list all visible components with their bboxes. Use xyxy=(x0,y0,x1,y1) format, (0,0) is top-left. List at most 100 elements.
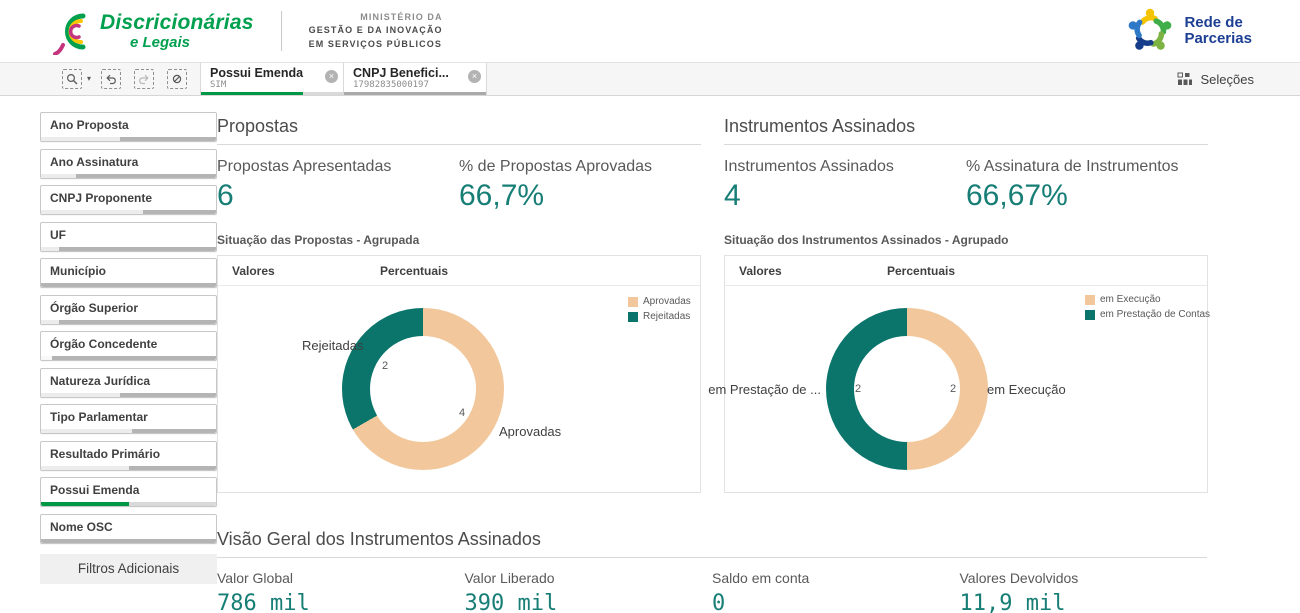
header-divider xyxy=(280,11,282,51)
rede-line1: Rede de xyxy=(1184,13,1243,31)
filter-label: Órgão Superior xyxy=(50,300,139,315)
tab-percentuais[interactable]: Percentuais xyxy=(887,264,956,278)
rede-parcerias-logo: Rede de Parcerias xyxy=(1124,5,1252,57)
chip-selection-bar xyxy=(344,92,487,95)
legend-item-em-execucao[interactable]: em Execução xyxy=(1085,294,1210,305)
ministry-wordmark: MINISTÉRIO DA GESTÃO E DA INOVAÇÃO EM SE… xyxy=(309,11,443,50)
section-title: Propostas xyxy=(217,100,701,145)
section-visao-geral: Visão Geral dos Instrumentos Assinados V… xyxy=(217,529,1207,613)
close-icon[interactable]: × xyxy=(468,70,482,83)
sidebar-item-uf[interactable]: UF xyxy=(40,221,217,252)
selections-label: Seleções xyxy=(1200,71,1254,87)
kpi-label: Instrumentos Assinados xyxy=(724,158,894,175)
smart-search-button[interactable] xyxy=(62,69,82,89)
rede-line2: Parcerias xyxy=(1184,30,1252,47)
search-caret-icon[interactable]: ▾ xyxy=(87,73,92,83)
legend-item-aprovadas[interactable]: Aprovadas xyxy=(628,296,691,307)
legend-item-rejeitadas[interactable]: Rejeitadas xyxy=(628,311,691,322)
sidebar-item-cnpj-proponente[interactable]: CNPJ Proponente xyxy=(40,185,217,215)
filter-state-bar xyxy=(41,246,216,251)
ministry-line3: EM SERVIÇOS PÚBLICOS xyxy=(308,38,442,49)
chip-field-name: CNPJ Benefici... xyxy=(353,66,449,80)
tab-valores[interactable]: Valores xyxy=(232,264,275,278)
kpi-label: Saldo em conta xyxy=(712,570,810,586)
chip-selection-bar xyxy=(201,92,344,95)
kpi-valores-devolvidos: Valores Devolvidos 11,9 mil xyxy=(960,570,1208,613)
sidebar-item-orgao-superior[interactable]: Órgão Superior xyxy=(40,294,217,325)
undo-arrow-icon xyxy=(106,74,116,85)
selection-toolbar: ▾ Possui Emenda SIM × CNPJ Benefici... 1… xyxy=(0,62,1300,96)
clear-selections-button[interactable] xyxy=(167,69,188,89)
selection-chips: Possui Emenda SIM × CNPJ Benefici... 179… xyxy=(200,63,488,95)
filter-state-bar xyxy=(41,137,216,141)
donut-chart[interactable] xyxy=(342,308,504,470)
filter-sidebar: Ano Proposta Ano Assinatura CNPJ Propone… xyxy=(0,96,217,613)
section-title: Visão Geral dos Instrumentos Assinados xyxy=(217,529,1207,558)
filter-label: Natureza Jurídica xyxy=(50,373,151,388)
slice-value-aprovadas: 4 xyxy=(459,407,466,419)
step-forward-button[interactable] xyxy=(134,69,155,89)
kpi-valor-liberado: Valor Liberado 390 mil xyxy=(465,570,713,613)
kpi-label: % Assinatura de Instrumentos xyxy=(966,158,1179,175)
filter-state-bar xyxy=(41,356,216,360)
filter-label: Possui Emenda xyxy=(50,483,140,497)
filter-label: Ano Assinatura xyxy=(50,154,139,169)
filter-state-bar xyxy=(41,392,216,397)
search-icon xyxy=(66,73,78,85)
ministry-line2: GESTÃO E DA INOVAÇÃO xyxy=(308,25,443,36)
selection-chip-possui-emenda[interactable]: Possui Emenda SIM × xyxy=(200,63,345,95)
legend-item-em-prestacao[interactable]: em Prestação de Contas xyxy=(1085,309,1210,320)
section-title: Instrumentos Assinados xyxy=(724,100,1208,145)
additional-filters-button[interactable]: Filtros Adicionais xyxy=(40,553,217,584)
selections-tool-button[interactable]: Seleções xyxy=(1161,63,1300,95)
sidebar-item-ano-proposta[interactable]: Ano Proposta xyxy=(40,112,217,142)
filter-state-bar xyxy=(41,465,216,470)
kpi-label: Valor Liberado xyxy=(464,570,555,586)
slice-value-rejeitadas: 2 xyxy=(382,360,389,372)
chip-field-name: Possui Emenda xyxy=(210,66,304,80)
kpi-value: 6 xyxy=(217,179,234,212)
kpi-instrumentos-assinados: Instrumentos Assinados 4 xyxy=(724,158,966,213)
sidebar-item-tipo-parlamentar[interactable]: Tipo Parlamentar xyxy=(40,404,217,434)
legend-label: em Prestação de Contas xyxy=(1100,309,1211,320)
sidebar-item-possui-emenda[interactable]: Possui Emenda xyxy=(40,477,217,507)
step-back-button[interactable] xyxy=(101,69,122,89)
filter-label: Nome OSC xyxy=(50,519,113,534)
sidebar-item-resultado-primario[interactable]: Resultado Primário xyxy=(40,440,217,471)
kpi-value: 66,67% xyxy=(966,179,1068,212)
filter-state-bar xyxy=(41,173,216,178)
selection-chip-cnpj-beneficiario[interactable]: CNPJ Benefici... 17982835000197 × xyxy=(344,63,488,95)
kpi-label: Propostas Apresentadas xyxy=(217,158,392,175)
legend-swatch xyxy=(1085,294,1095,305)
legend-swatch xyxy=(628,296,638,307)
legend-swatch xyxy=(1085,309,1095,320)
brand-name: Discricionárias e Legais xyxy=(100,12,254,50)
close-icon[interactable]: × xyxy=(325,70,339,83)
tab-percentuais[interactable]: Percentuais xyxy=(380,264,449,278)
filter-label: Tipo Parlamentar xyxy=(50,410,148,424)
chart-title: Situação das Propostas - Agrupada xyxy=(217,233,420,247)
clear-selections-icon xyxy=(172,74,182,84)
chart-situacao-propostas: Valores Percentuais Rejeitadas Aprovadas… xyxy=(217,255,701,493)
kpi-saldo-em-conta: Saldo em conta 0 xyxy=(712,570,960,613)
filter-label: CNPJ Proponente xyxy=(50,191,153,205)
filter-label: Resultado Primário xyxy=(50,446,161,461)
sidebar-item-nome-osc[interactable]: Nome OSC xyxy=(40,513,217,544)
chart-legend: em Execução em Prestação de Contas xyxy=(1085,294,1210,320)
donut-chart[interactable] xyxy=(826,308,988,470)
sidebar-item-orgao-concedente[interactable]: Órgão Concedente xyxy=(40,331,217,361)
kpi-pct-assinatura-instrumentos: % Assinatura de Instrumentos 66,67% xyxy=(966,158,1208,213)
chip-selected-value: SIM xyxy=(210,80,227,90)
selection-tools: ▾ xyxy=(0,63,200,95)
kpi-pct-propostas-aprovadas: % de Propostas Aprovadas 66,7% xyxy=(459,158,701,213)
sidebar-item-natureza-juridica[interactable]: Natureza Jurídica xyxy=(40,367,217,398)
filter-label: UF xyxy=(50,227,66,242)
sidebar-item-ano-assinatura[interactable]: Ano Assinatura xyxy=(40,148,217,179)
filter-state-bar xyxy=(41,283,216,287)
filter-label: Órgão Concedente xyxy=(50,337,158,351)
filter-state-bar xyxy=(41,502,216,506)
chart-legend: Aprovadas Rejeitadas xyxy=(628,296,691,322)
kpi-value: 11,9 mil xyxy=(959,591,1066,613)
tab-valores[interactable]: Valores xyxy=(739,264,782,278)
sidebar-item-municipio[interactable]: Município xyxy=(40,258,217,288)
